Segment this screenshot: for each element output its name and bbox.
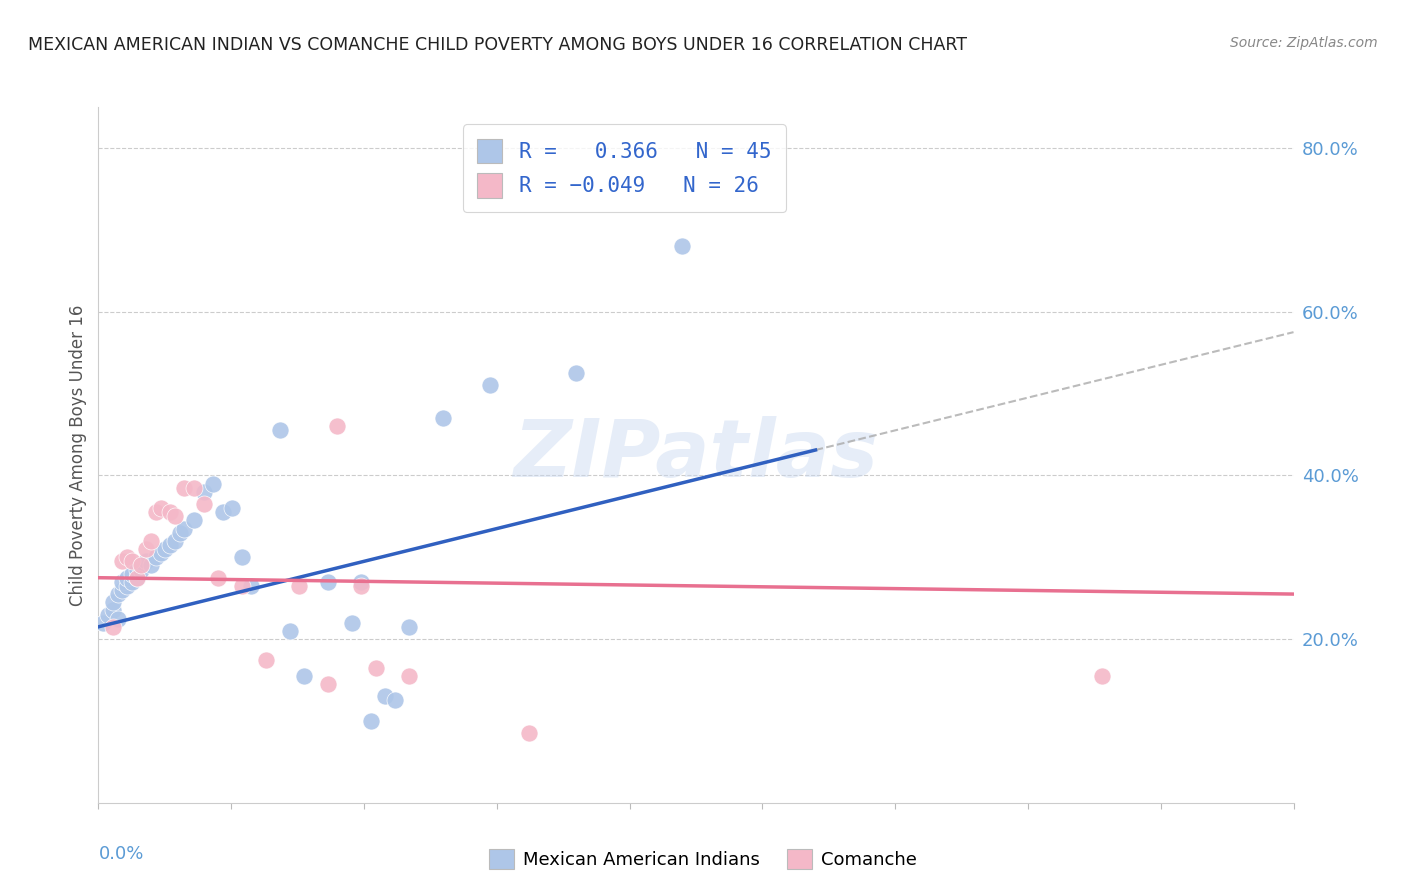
Point xyxy=(125,571,148,585)
Point xyxy=(173,522,195,536)
Point xyxy=(193,497,215,511)
Point xyxy=(360,714,382,728)
Point xyxy=(340,615,363,630)
Point xyxy=(288,579,311,593)
Point xyxy=(254,652,277,666)
Point xyxy=(115,579,138,593)
Text: MEXICAN AMERICAN INDIAN VS COMANCHE CHILD POVERTY AMONG BOYS UNDER 16 CORRELATIO: MEXICAN AMERICAN INDIAN VS COMANCHE CHIL… xyxy=(28,36,967,54)
Point xyxy=(202,476,225,491)
Point xyxy=(121,554,143,568)
Point xyxy=(193,484,215,499)
Point xyxy=(183,513,205,527)
Point xyxy=(115,571,138,585)
Point xyxy=(149,501,172,516)
Point xyxy=(432,411,454,425)
Point xyxy=(398,620,420,634)
Text: Source: ZipAtlas.com: Source: ZipAtlas.com xyxy=(1230,36,1378,50)
Point xyxy=(145,550,167,565)
Point xyxy=(479,378,502,392)
Point xyxy=(155,542,177,557)
Point xyxy=(565,366,588,380)
Point xyxy=(131,562,153,576)
Point xyxy=(326,419,349,434)
Point xyxy=(159,505,181,519)
Point xyxy=(139,533,162,548)
Point xyxy=(517,726,540,740)
Legend: Mexican American Indians, Comanche: Mexican American Indians, Comanche xyxy=(479,839,927,879)
Point xyxy=(135,542,157,557)
Point xyxy=(131,558,153,573)
Point xyxy=(183,481,205,495)
Point xyxy=(350,574,373,589)
Point xyxy=(121,574,143,589)
Point xyxy=(211,505,233,519)
Point xyxy=(91,615,114,630)
Point xyxy=(278,624,301,638)
Text: 0.0%: 0.0% xyxy=(98,845,143,863)
Point xyxy=(671,239,693,253)
Point xyxy=(145,505,167,519)
Point xyxy=(316,574,339,589)
Point xyxy=(398,669,420,683)
Point xyxy=(125,571,148,585)
Y-axis label: Child Poverty Among Boys Under 16: Child Poverty Among Boys Under 16 xyxy=(69,304,87,606)
Point xyxy=(169,525,191,540)
Point xyxy=(163,509,186,524)
Point xyxy=(350,579,373,593)
Point xyxy=(384,693,406,707)
Point xyxy=(111,554,134,568)
Point xyxy=(240,579,263,593)
Point xyxy=(101,603,124,617)
Point xyxy=(125,562,148,576)
Point xyxy=(115,550,138,565)
Point xyxy=(269,423,291,437)
Point xyxy=(97,607,120,622)
Legend: R =   0.366   N = 45, R = −0.049   N = 26: R = 0.366 N = 45, R = −0.049 N = 26 xyxy=(463,124,786,212)
Point xyxy=(231,550,253,565)
Point xyxy=(107,612,129,626)
Point xyxy=(316,677,339,691)
Point xyxy=(364,661,387,675)
Point xyxy=(163,533,186,548)
Point xyxy=(135,554,157,568)
Point xyxy=(173,481,195,495)
Point xyxy=(374,690,396,704)
Point xyxy=(149,546,172,560)
Point xyxy=(107,587,129,601)
Point xyxy=(121,566,143,581)
Point xyxy=(101,620,124,634)
Point xyxy=(292,669,315,683)
Point xyxy=(139,558,162,573)
Point xyxy=(221,501,243,516)
Point xyxy=(111,574,134,589)
Point xyxy=(1091,669,1114,683)
Point xyxy=(207,571,229,585)
Text: ZIPatlas: ZIPatlas xyxy=(513,416,879,494)
Point xyxy=(159,538,181,552)
Point xyxy=(101,595,124,609)
Point xyxy=(231,579,253,593)
Point xyxy=(111,582,134,597)
